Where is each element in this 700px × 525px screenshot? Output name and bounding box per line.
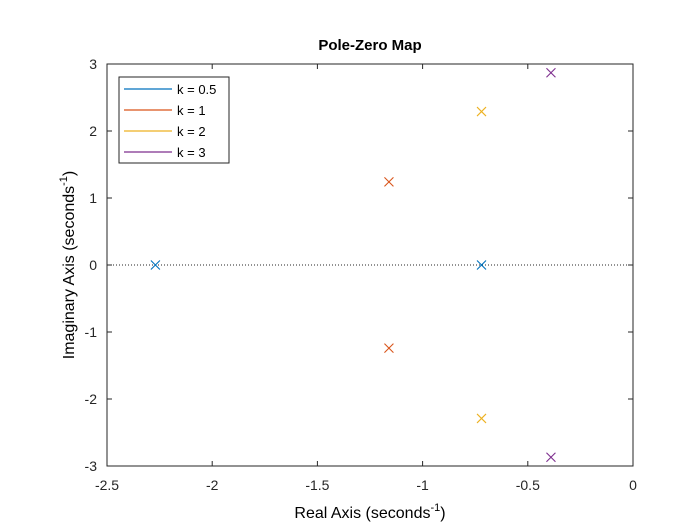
- legend: k = 0.5 k = 1 k = 2 k = 3: [118, 76, 230, 164]
- series-markers: [476, 106, 487, 424]
- pole-marker-stroke: [546, 452, 556, 463]
- plot-border: [106, 63, 634, 467]
- pole-marker: [546, 452, 556, 463]
- axis-tick-labels: -2.5 -2 -1.5 -1 -0.5 0 -3 -2 -1 0 1 2 3: [85, 56, 638, 493]
- pole-marker-stroke: [150, 260, 161, 270]
- x-axis-label-close: ): [440, 505, 445, 522]
- pole-marker-stroke: [384, 343, 394, 353]
- x-axis-label-main: Real Axis (seconds: [294, 505, 430, 522]
- pole-marker-stroke: [546, 67, 556, 78]
- series-markers: [150, 260, 487, 270]
- x-tick-label: -1: [416, 477, 429, 493]
- y-tick-label: -3: [85, 458, 98, 474]
- legend-box: [118, 76, 230, 164]
- legend-items: k = 0.5 k = 1 k = 2 k = 3: [124, 82, 216, 160]
- y-tick-label: 1: [89, 190, 97, 206]
- y-tick-label: -1: [85, 324, 98, 340]
- legend-item: k = 0.5: [124, 82, 216, 97]
- x-tick-label: -2.5: [95, 477, 119, 493]
- x-tick-label: 0: [629, 477, 637, 493]
- x-tick-label: -1.5: [305, 477, 329, 493]
- pole-marker: [476, 260, 487, 270]
- legend-label: k = 2: [177, 124, 206, 139]
- legend-label: k = 3: [177, 145, 206, 160]
- pole-marker-stroke: [476, 260, 487, 270]
- pole-marker: [476, 106, 487, 117]
- pole-marker: [546, 67, 556, 78]
- chart-title: Pole-Zero Map: [318, 37, 421, 54]
- pole-markers: [150, 67, 556, 463]
- y-axis-label: Imaginary Axis (seconds-1): [58, 171, 78, 360]
- pole-marker: [476, 413, 487, 424]
- x-axis-label: Real Axis (seconds-1): [294, 502, 445, 522]
- y-axis-label-close: ): [61, 171, 78, 176]
- pole-marker-stroke: [476, 106, 487, 117]
- legend-label: k = 1: [177, 103, 206, 118]
- legend-label: k = 0.5: [177, 82, 216, 97]
- y-axis-label-exponent: -1: [58, 176, 70, 186]
- series-markers: [546, 67, 556, 463]
- y-tick-label: 2: [89, 123, 97, 139]
- y-tick-label: -2: [85, 391, 98, 407]
- x-axis-label-exponent: -1: [430, 502, 440, 514]
- y-axis-label-main: Imaginary Axis (seconds: [61, 186, 78, 359]
- pole-marker: [384, 177, 394, 187]
- legend-item: k = 3: [124, 145, 206, 160]
- pole-marker-stroke: [476, 413, 487, 424]
- legend-item: k = 2: [124, 124, 206, 139]
- y-tick-label: 3: [89, 56, 97, 72]
- x-tick-label: -2: [206, 477, 219, 493]
- y-tick-label: 0: [89, 257, 97, 273]
- legend-item: k = 1: [124, 103, 206, 118]
- series-markers: [384, 177, 394, 353]
- pole-marker: [384, 343, 394, 353]
- pole-marker: [150, 260, 161, 270]
- pole-marker-stroke: [384, 177, 394, 187]
- x-tick-label: -0.5: [516, 477, 540, 493]
